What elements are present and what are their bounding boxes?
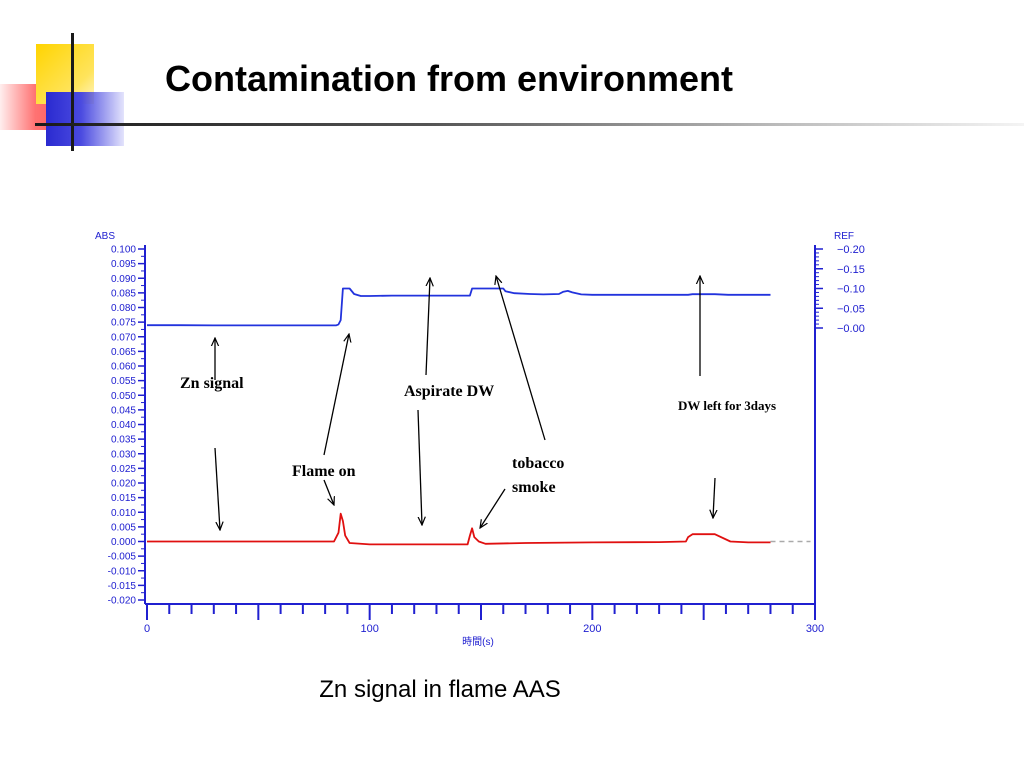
y-tick-label-left: -0.005 — [108, 552, 137, 563]
annotation-arrow — [496, 276, 546, 441]
y-tick-label-right: −0.10 — [837, 284, 865, 296]
y-tick-label-left: 0.055 — [111, 376, 136, 387]
y-tick-label-right: −0.05 — [837, 303, 865, 315]
y-tick-label-left: 0.075 — [111, 318, 136, 329]
y-tick-label-right: −0.00 — [837, 323, 865, 335]
annotation-arrow — [713, 477, 715, 518]
annotation-arrow — [417, 409, 422, 525]
slide-title: Contamination from environment — [165, 58, 734, 99]
y-tick-label-left: 0.020 — [111, 479, 136, 490]
chart-annotations: Zn signal Flame on Aspirate DW tobacco smoke… — [180, 276, 776, 530]
y-tick-label-left: 0.015 — [111, 493, 136, 504]
y-tick-label-right: −0.15 — [837, 264, 865, 276]
annotation-arrow — [323, 479, 334, 505]
y-tick-label-left: 0.045 — [111, 405, 136, 416]
y-tick-label-left: 0.060 — [111, 362, 136, 373]
annotation-label: Flame on — [292, 463, 356, 480]
annotation-label: tobacco — [512, 455, 564, 472]
x-tick-label: 0 — [144, 623, 150, 635]
annotation-label: DW left for 3days — [678, 398, 776, 413]
caption: Zn signal in flame AAS — [319, 676, 561, 703]
y-tick-label-left: 0.070 — [111, 332, 136, 343]
x-tick-label: 200 — [583, 623, 601, 635]
y-tick-label-left: -0.020 — [108, 596, 137, 607]
y-tick-label-left: 0.035 — [111, 435, 136, 446]
decor-blue-block — [46, 92, 124, 146]
title-underline — [35, 123, 1024, 126]
x-axis-label: 時間(s) — [462, 636, 494, 648]
x-tick-label: 300 — [806, 623, 824, 635]
y-tick-label-left: 0.085 — [111, 288, 136, 299]
y-tick-label-left: 0.025 — [111, 464, 136, 475]
series-line-0 — [147, 287, 771, 327]
y-tick-label-left: 0.100 — [111, 245, 136, 256]
annotation-arrow — [425, 278, 430, 376]
y-tick-label-right: −0.20 — [837, 244, 865, 256]
x-tick-label: 100 — [360, 623, 378, 635]
annotation-arrow — [214, 447, 220, 530]
y-tick-label-left: 0.080 — [111, 303, 136, 314]
y-tick-label-left: -0.015 — [108, 581, 137, 592]
chart-axes: 0.100 0.095 0.090 0.085 0.080 0.075 0.070 0.065… — [95, 231, 865, 648]
y-tick-label-left: 0.010 — [111, 508, 136, 519]
y-axis-label-left: ABS — [95, 231, 115, 242]
series-line-1 — [147, 512, 771, 546]
y-tick-label-left: 0.000 — [111, 537, 136, 548]
annotation-label: Aspirate DW — [404, 383, 494, 400]
y-tick-label-left: 0.005 — [111, 522, 136, 533]
y-tick-label-left: -0.010 — [108, 566, 137, 577]
annotation-label: Zn signal — [180, 375, 244, 392]
y-tick-label-left: 0.050 — [111, 391, 136, 402]
y-tick-label-left: 0.040 — [111, 420, 136, 431]
y-tick-label-left: 0.095 — [111, 259, 136, 270]
y-axis-label-right: REF — [834, 231, 854, 242]
decor-vertical-line — [71, 33, 74, 151]
annotation-label: smoke — [512, 479, 556, 496]
chart-series — [147, 287, 811, 546]
y-tick-label-left: 0.065 — [111, 347, 136, 358]
annotation-arrow — [480, 488, 506, 528]
y-tick-label-left: 0.090 — [111, 274, 136, 285]
annotation-arrow — [323, 334, 349, 456]
y-tick-label-left: 0.030 — [111, 449, 136, 460]
